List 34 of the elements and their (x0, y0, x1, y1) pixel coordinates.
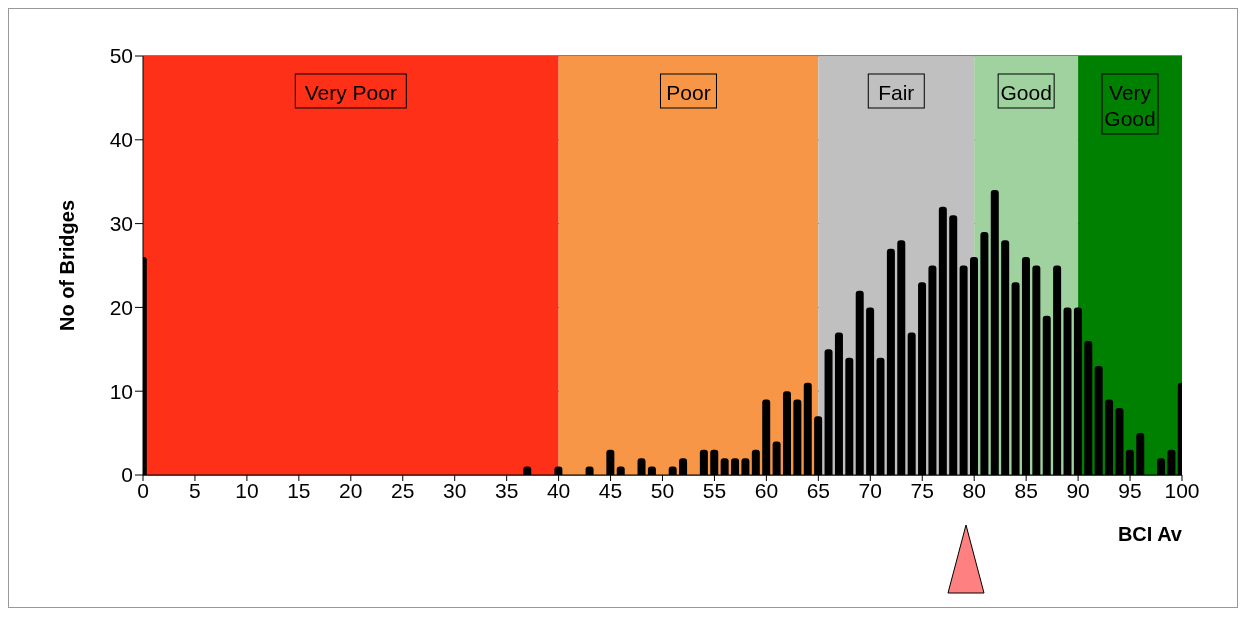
x-tick-label: 30 (443, 478, 467, 502)
x-tick-label: 70 (858, 478, 882, 502)
x-tick-label: 45 (598, 478, 623, 502)
x-tick-label: 15 (287, 478, 311, 502)
y-tick-label: 30 (109, 212, 133, 236)
x-tick-label: 75 (910, 478, 934, 502)
x-tick-label: 85 (1014, 478, 1038, 502)
x-tick-label: 5 (189, 478, 201, 502)
y-axis-title: No of Bridges (56, 199, 79, 332)
x-tick-label: 100 (1164, 478, 1200, 502)
x-tick-label: 50 (650, 478, 675, 502)
band-label: Fair (878, 81, 915, 104)
x-tick-label: 65 (806, 478, 831, 502)
band-label: Very Good (1104, 81, 1156, 130)
x-tick-label: 25 (391, 478, 415, 502)
x-tick-label: 60 (754, 478, 779, 502)
y-tick-label: 50 (109, 44, 133, 68)
y-tick-label: 20 (109, 295, 133, 319)
band-label: Poor (666, 81, 711, 104)
x-tick-label: 10 (235, 478, 259, 502)
x-axis-title: BCI Av (1117, 523, 1183, 545)
x-tick-label: 90 (1066, 478, 1090, 502)
band-label: Good (1000, 81, 1052, 104)
y-tick-label: 40 (109, 128, 133, 152)
y-tick-label: 10 (109, 379, 133, 403)
x-tick-label: 55 (702, 478, 727, 502)
x-tick-label: 20 (339, 478, 363, 502)
x-tick-label: 35 (494, 478, 519, 502)
y-tick-label: 0 (121, 463, 133, 487)
band-label: Very Poor (304, 81, 397, 104)
x-tick-label: 40 (546, 478, 571, 502)
x-tick-label: 80 (962, 478, 986, 502)
x-tick-label: 95 (1118, 478, 1142, 502)
x-tick-label: 0 (137, 478, 149, 502)
